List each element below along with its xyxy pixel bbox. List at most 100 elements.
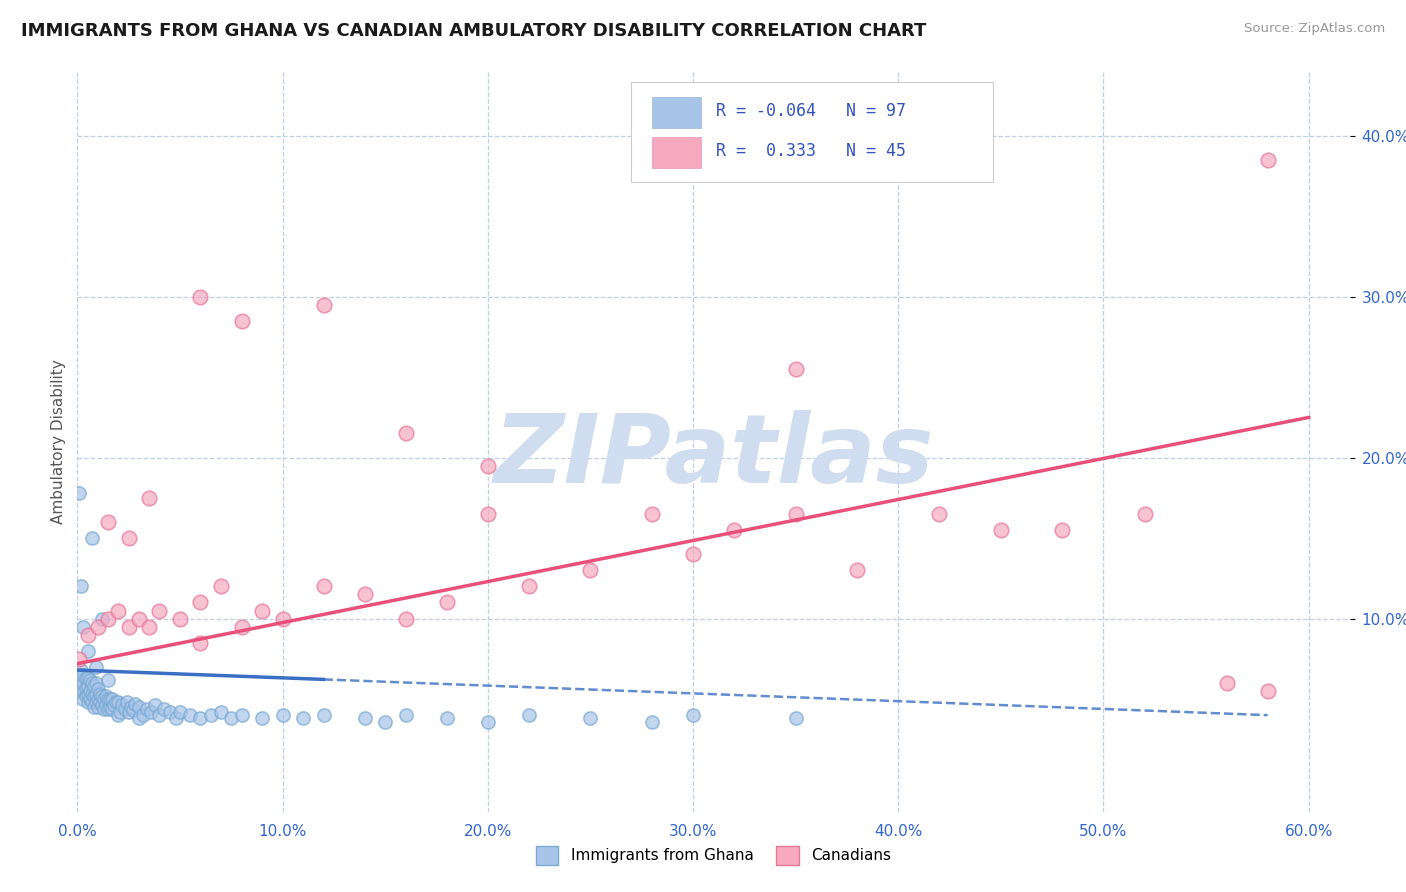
Point bbox=[91, 698, 114, 713]
Point bbox=[436, 711, 458, 725]
Point bbox=[148, 603, 170, 617]
Point bbox=[200, 708, 222, 723]
Point bbox=[97, 673, 120, 687]
FancyBboxPatch shape bbox=[652, 136, 700, 168]
Point bbox=[312, 708, 335, 723]
Point bbox=[115, 695, 138, 709]
Point bbox=[110, 705, 132, 719]
Legend: Immigrants from Ghana, Canadians: Immigrants from Ghana, Canadians bbox=[530, 840, 897, 871]
Point bbox=[353, 587, 375, 601]
Point bbox=[80, 676, 103, 690]
Point bbox=[138, 619, 160, 633]
Point bbox=[312, 579, 335, 593]
Point bbox=[91, 611, 114, 625]
Point bbox=[395, 708, 418, 723]
Point bbox=[231, 314, 253, 328]
Point bbox=[80, 531, 103, 545]
Point bbox=[120, 700, 142, 714]
Point bbox=[1257, 684, 1279, 698]
Point bbox=[70, 663, 93, 677]
Point bbox=[97, 515, 120, 529]
Point bbox=[190, 290, 212, 304]
Point bbox=[89, 695, 111, 709]
Point bbox=[219, 711, 242, 725]
Point bbox=[579, 711, 602, 725]
Point bbox=[94, 689, 117, 703]
Point bbox=[785, 362, 807, 376]
Point bbox=[117, 619, 139, 633]
Text: R = -0.064   N = 97: R = -0.064 N = 97 bbox=[716, 102, 905, 120]
Point bbox=[70, 673, 93, 687]
Point bbox=[83, 689, 105, 703]
Point bbox=[67, 668, 90, 682]
Point bbox=[72, 668, 94, 682]
Point bbox=[80, 695, 103, 709]
Point bbox=[83, 700, 105, 714]
Point bbox=[97, 702, 120, 716]
Point bbox=[117, 705, 139, 719]
Point bbox=[785, 507, 807, 521]
Point bbox=[231, 708, 253, 723]
Point bbox=[84, 687, 107, 701]
Point bbox=[209, 579, 232, 593]
Point bbox=[67, 486, 90, 500]
Point bbox=[209, 705, 232, 719]
Point bbox=[105, 695, 128, 709]
Point bbox=[641, 507, 664, 521]
Point bbox=[84, 676, 107, 690]
Point bbox=[93, 692, 115, 706]
Point bbox=[97, 611, 120, 625]
Point bbox=[87, 700, 110, 714]
Point bbox=[67, 684, 90, 698]
Point bbox=[128, 711, 150, 725]
Point bbox=[67, 652, 90, 666]
Point bbox=[94, 698, 117, 713]
Text: ZIPatlas: ZIPatlas bbox=[494, 409, 934, 503]
Point bbox=[91, 689, 114, 703]
Point bbox=[785, 711, 807, 725]
Point bbox=[312, 298, 335, 312]
Point bbox=[114, 702, 136, 716]
Point bbox=[84, 660, 107, 674]
Point bbox=[67, 676, 90, 690]
Point bbox=[72, 676, 94, 690]
Point bbox=[190, 595, 212, 609]
Point bbox=[79, 673, 101, 687]
Point bbox=[271, 708, 294, 723]
Point bbox=[1133, 507, 1156, 521]
FancyBboxPatch shape bbox=[652, 97, 700, 128]
Point bbox=[846, 563, 869, 577]
Point bbox=[190, 711, 212, 725]
Point bbox=[165, 711, 187, 725]
Point bbox=[179, 708, 201, 723]
Point bbox=[990, 523, 1012, 537]
Point bbox=[395, 426, 418, 441]
Y-axis label: Ambulatory Disability: Ambulatory Disability bbox=[51, 359, 66, 524]
Point bbox=[190, 636, 212, 650]
Point bbox=[87, 682, 110, 697]
Point bbox=[70, 679, 93, 693]
Point bbox=[231, 619, 253, 633]
Point bbox=[70, 579, 93, 593]
Point bbox=[723, 523, 745, 537]
Point bbox=[517, 579, 540, 593]
Point bbox=[98, 692, 121, 706]
Point bbox=[169, 705, 191, 719]
Point bbox=[143, 698, 166, 713]
Point bbox=[132, 708, 155, 723]
Point bbox=[72, 684, 94, 698]
Point bbox=[1257, 153, 1279, 167]
Point bbox=[107, 603, 129, 617]
Point bbox=[682, 708, 704, 723]
FancyBboxPatch shape bbox=[631, 82, 994, 183]
Point bbox=[87, 619, 110, 633]
Point bbox=[72, 692, 94, 706]
Point bbox=[101, 702, 124, 716]
Point bbox=[159, 705, 181, 719]
Point bbox=[76, 687, 98, 701]
Point bbox=[76, 628, 98, 642]
Point bbox=[477, 714, 499, 729]
Text: Source: ZipAtlas.com: Source: ZipAtlas.com bbox=[1244, 22, 1385, 36]
Point bbox=[128, 700, 150, 714]
Point bbox=[80, 687, 103, 701]
